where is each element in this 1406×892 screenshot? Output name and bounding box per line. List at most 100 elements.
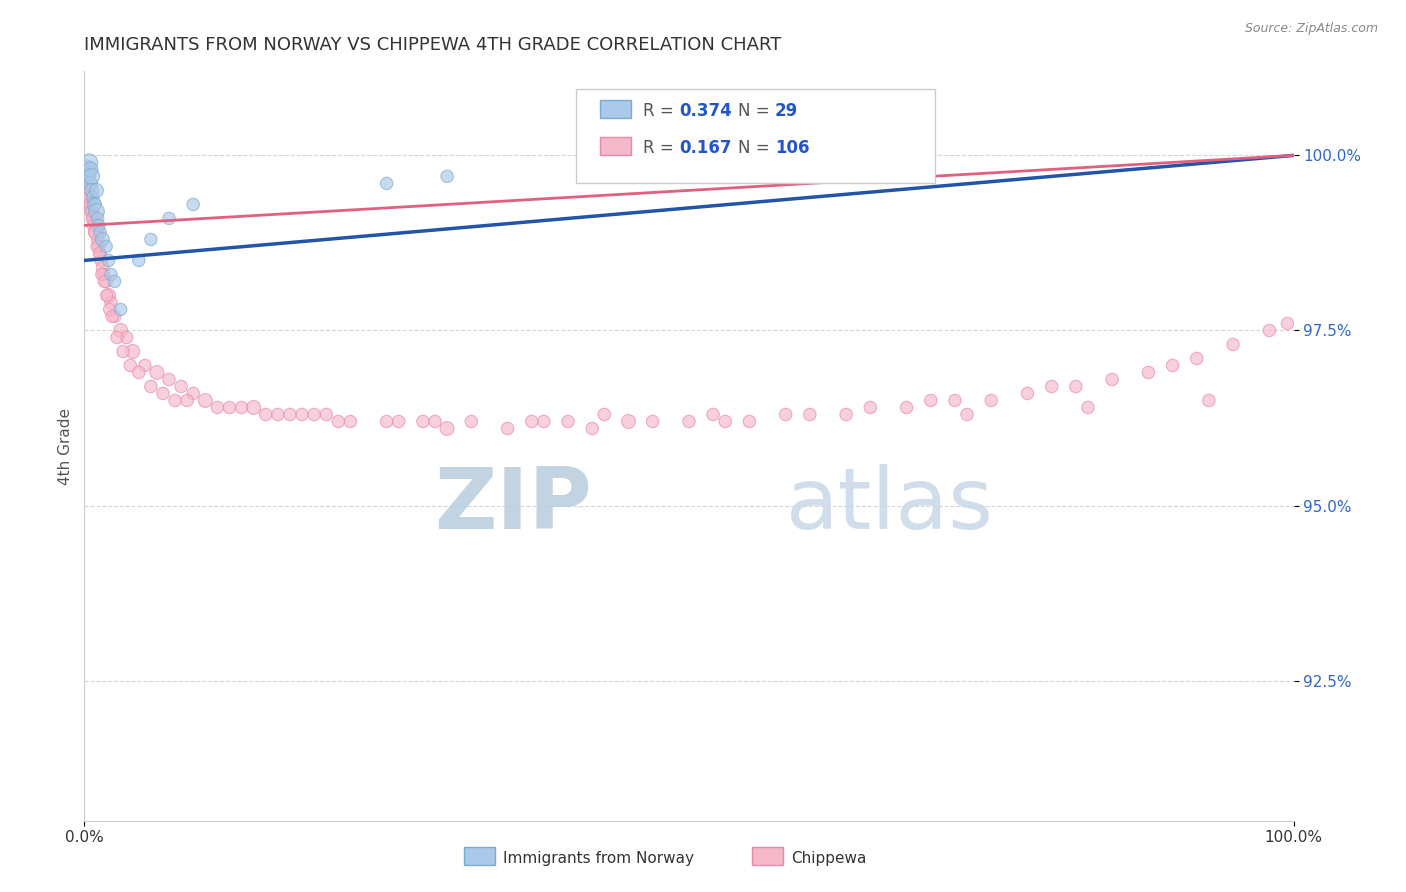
Point <box>77 155 100 169</box>
Point <box>77 177 100 191</box>
Point <box>128 253 150 268</box>
Point <box>1101 372 1123 386</box>
Point <box>86 183 108 197</box>
Point <box>112 344 135 359</box>
Point <box>77 183 100 197</box>
Point <box>520 415 543 429</box>
Point <box>496 421 519 435</box>
Point <box>920 393 942 408</box>
Text: 29: 29 <box>775 102 799 120</box>
Point <box>412 415 434 429</box>
Point <box>76 183 98 197</box>
Text: atlas: atlas <box>786 465 994 548</box>
Point <box>654 162 676 177</box>
Point <box>80 183 103 197</box>
Point <box>714 415 737 429</box>
Y-axis label: 4th Grade: 4th Grade <box>58 408 73 484</box>
Point <box>75 162 97 177</box>
Point <box>84 219 107 233</box>
Point <box>87 239 110 253</box>
Point <box>702 408 724 422</box>
Point <box>896 401 918 415</box>
Point <box>83 211 105 226</box>
Point <box>1017 386 1039 401</box>
Point <box>79 197 101 211</box>
Text: 0.374: 0.374 <box>679 102 733 120</box>
Point <box>139 232 162 246</box>
Point <box>581 421 603 435</box>
Point <box>104 310 127 324</box>
Point <box>157 372 180 386</box>
Point <box>91 232 114 246</box>
Point <box>97 253 120 268</box>
Point <box>328 415 350 429</box>
Point <box>678 415 700 429</box>
Text: N =: N = <box>738 139 775 157</box>
Point <box>89 246 111 260</box>
Point <box>231 401 253 415</box>
Point <box>97 288 120 302</box>
Point <box>105 330 128 344</box>
Point <box>1137 366 1160 380</box>
Point <box>84 197 107 211</box>
Text: Immigrants from Norway: Immigrants from Norway <box>503 851 695 865</box>
Point <box>86 232 108 246</box>
Text: 0.167: 0.167 <box>679 139 731 157</box>
Point <box>120 359 142 373</box>
Point <box>86 239 108 253</box>
Point <box>79 190 101 204</box>
Text: R =: R = <box>643 102 679 120</box>
Point <box>87 219 110 233</box>
Text: Chippewa: Chippewa <box>792 851 868 865</box>
Point <box>278 408 301 422</box>
Point <box>1277 317 1299 331</box>
Point <box>1185 351 1208 366</box>
Text: ZIP: ZIP <box>434 465 592 548</box>
Point <box>242 401 264 415</box>
Point <box>617 415 640 429</box>
Point <box>641 415 664 429</box>
Point <box>94 275 117 289</box>
Point <box>375 177 398 191</box>
Point <box>101 310 124 324</box>
Point <box>82 211 104 226</box>
Point <box>375 415 398 429</box>
Point <box>557 415 579 429</box>
Point <box>152 386 174 401</box>
Point <box>94 239 117 253</box>
Point <box>75 177 97 191</box>
Point <box>157 211 180 226</box>
Point <box>176 393 198 408</box>
Point <box>388 415 411 429</box>
Point <box>254 408 277 422</box>
Point <box>460 415 482 429</box>
Point <box>89 246 111 260</box>
Point <box>170 379 193 393</box>
Point <box>77 169 100 184</box>
Point <box>82 219 104 233</box>
Point <box>79 177 101 191</box>
Point <box>980 393 1002 408</box>
Point <box>181 197 204 211</box>
Point <box>83 226 105 240</box>
Point <box>315 408 337 422</box>
Point <box>1077 401 1099 415</box>
Point <box>436 169 458 184</box>
Point <box>90 253 112 268</box>
Point <box>80 169 103 184</box>
Point <box>165 393 187 408</box>
Point <box>76 162 98 177</box>
Point <box>859 401 882 415</box>
Point <box>423 415 446 429</box>
Point <box>134 359 156 373</box>
Point <box>1222 337 1244 351</box>
Point <box>86 219 108 233</box>
Point <box>181 386 204 401</box>
Point <box>79 162 101 177</box>
Point <box>83 197 105 211</box>
Point <box>956 408 979 422</box>
Point <box>110 323 132 337</box>
Point <box>738 415 761 429</box>
Point <box>98 302 121 317</box>
Point <box>80 204 103 219</box>
